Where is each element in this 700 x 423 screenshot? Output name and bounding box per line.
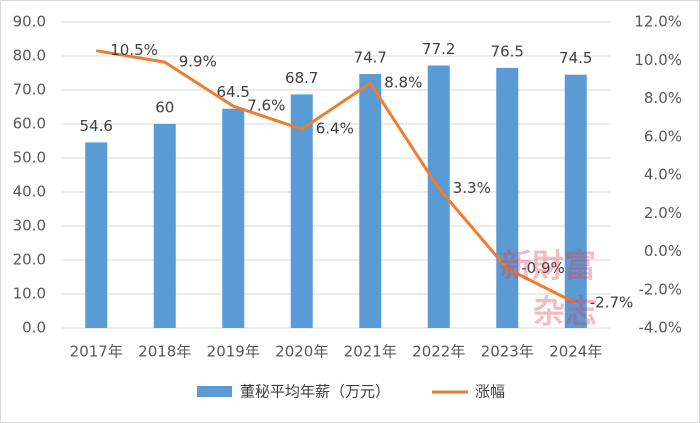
bar	[290, 94, 313, 328]
y-tick-label: 30.0	[13, 217, 46, 235]
bar	[564, 74, 587, 328]
y-tick-label: 0.0	[22, 319, 46, 337]
x-tick-label: 2020年	[275, 343, 328, 361]
y-tick-label: 90.0	[13, 13, 46, 31]
legend-label: 董秘平均年薪（万元）	[240, 383, 390, 401]
y2-tick-label: 10.0%	[634, 51, 682, 69]
line-value-label: 3.3%	[453, 179, 491, 197]
y2-tick-label: 4.0%	[644, 166, 682, 184]
line	[96, 49, 577, 305]
watermark: 新財富	[500, 247, 596, 285]
line-value-label: 7.6%	[247, 97, 285, 115]
bar	[153, 124, 176, 328]
legend-label: 涨幅	[475, 383, 505, 401]
bar-value-label: 64.5	[217, 83, 250, 101]
watermark: 杂志	[533, 293, 597, 331]
bar-value-label: 74.5	[559, 49, 592, 67]
x-tick-label: 2024年	[549, 343, 602, 361]
y2-tick-label: -2.0%	[638, 280, 682, 298]
bar-value-label: 74.7	[354, 49, 387, 67]
y2-tick-label: 0.0%	[644, 242, 682, 260]
bar-value-label: 60	[155, 99, 174, 117]
bar-value-label: 54.6	[80, 117, 113, 135]
line-value-label: 8.8%	[384, 74, 422, 92]
line-value-label: 6.4%	[316, 120, 354, 138]
x-tick-label: 2023年	[481, 343, 534, 361]
x-tick-label: 2022年	[412, 343, 465, 361]
bar-value-label: 76.5	[491, 42, 524, 60]
y-tick-label: 60.0	[13, 115, 46, 133]
x-tick-label: 2017年	[70, 343, 123, 361]
y2-tick-label: 12.0%	[634, 13, 682, 31]
bar-value-label: 77.2	[422, 40, 455, 58]
y-tick-label: 20.0	[13, 251, 46, 269]
bar	[427, 65, 450, 329]
y2-tick-label: 8.0%	[644, 89, 682, 107]
y2-tick-label: 2.0%	[644, 204, 682, 222]
bar-value-label: 68.7	[285, 69, 318, 87]
legend-swatch	[197, 386, 232, 397]
bar	[222, 108, 245, 328]
x-tick-label: 2019年	[207, 343, 260, 361]
x-tick-label: 2021年	[344, 343, 397, 361]
line-value-label: 10.5%	[110, 41, 158, 59]
bar	[85, 142, 108, 328]
y-tick-label: 70.0	[13, 81, 46, 99]
line-value-label: -0.9%	[521, 259, 565, 277]
y-tick-label: 10.0	[13, 285, 46, 303]
y2-tick-label: -4.0%	[638, 319, 682, 337]
line-value-label: 9.9%	[179, 53, 217, 71]
y-tick-label: 40.0	[13, 183, 46, 201]
y2-tick-label: 6.0%	[644, 127, 682, 145]
bar	[496, 67, 519, 329]
bar	[359, 74, 382, 329]
y-tick-label: 80.0	[13, 47, 46, 65]
line-value-label: -2.7%	[590, 294, 634, 312]
x-tick-label: 2018年	[138, 343, 191, 361]
y-tick-label: 50.0	[13, 149, 46, 167]
